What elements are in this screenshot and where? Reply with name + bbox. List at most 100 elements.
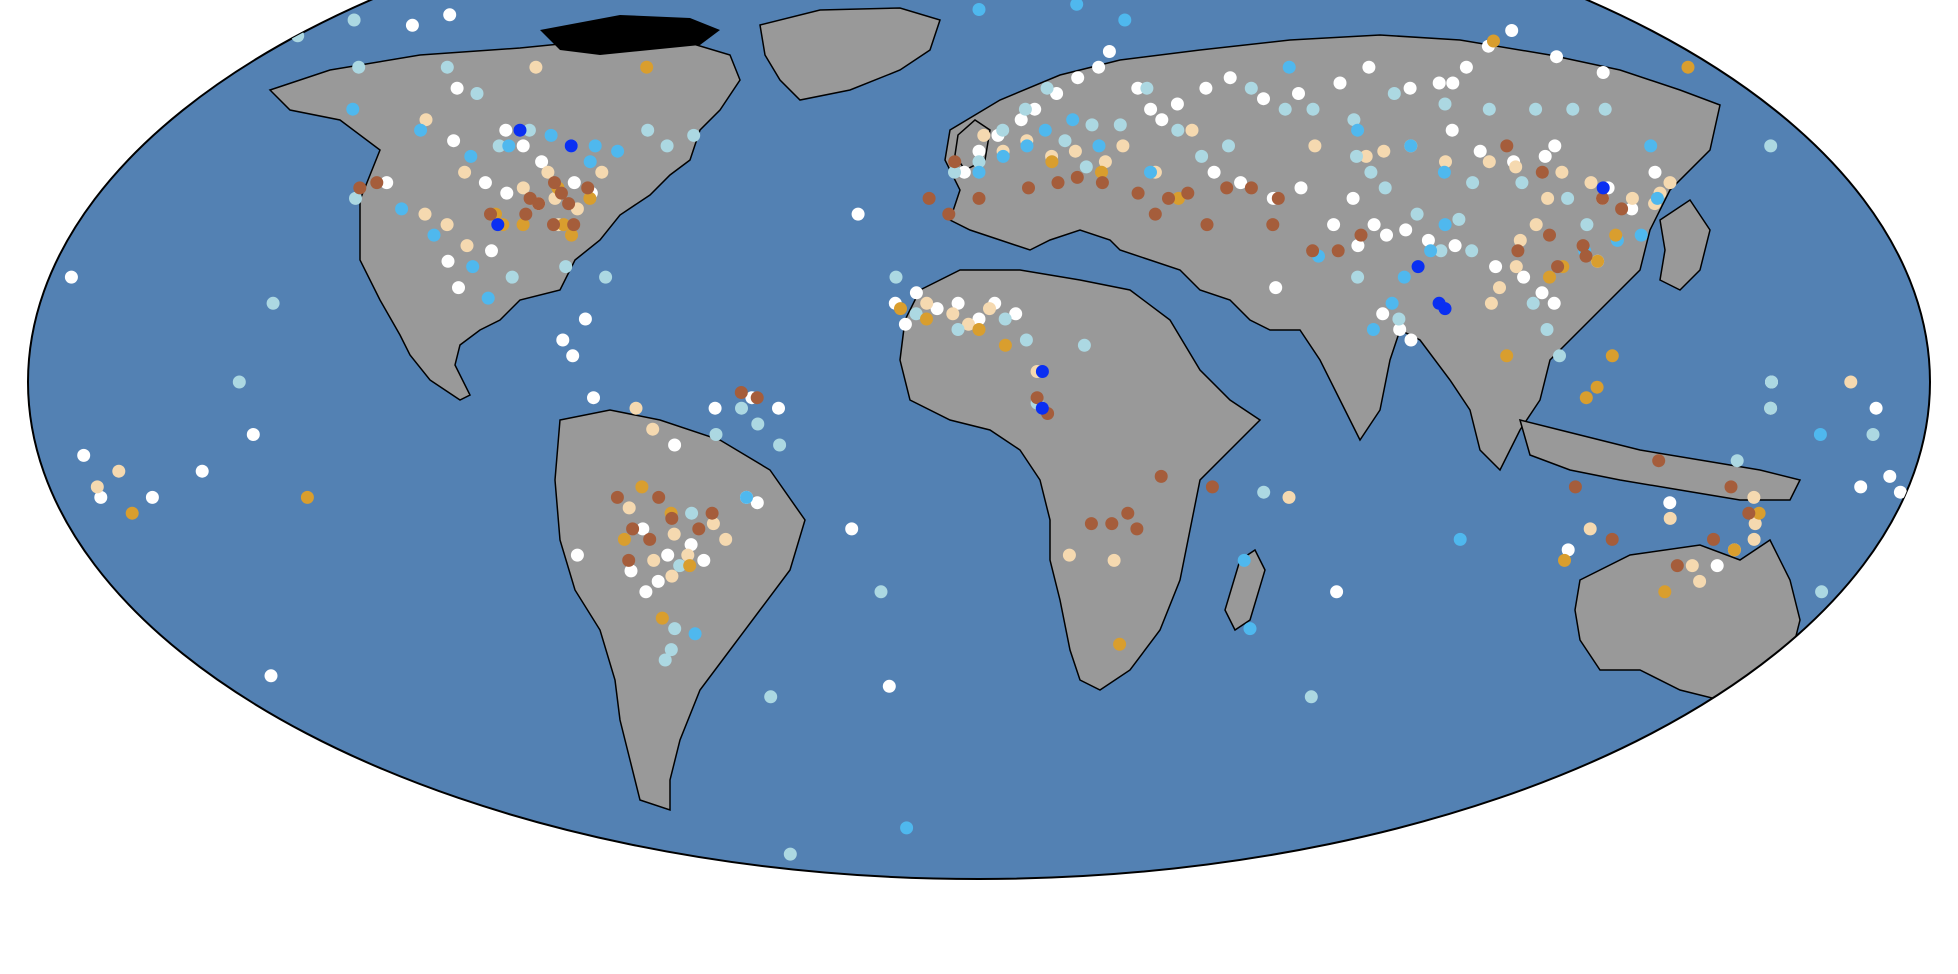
station-marker-light-blue — [522, 123, 536, 137]
station-marker-white — [447, 134, 461, 148]
station-marker-brown — [1131, 186, 1145, 200]
station-marker-white — [1223, 71, 1237, 85]
station-marker-white — [750, 496, 764, 510]
station-marker-brown — [1051, 176, 1065, 190]
station-marker-wheat — [1484, 296, 1498, 310]
station-marker-light-blue — [470, 87, 484, 100]
station-marker-white — [1294, 181, 1308, 195]
new-zealand-landmass — [1829, 689, 1876, 762]
station-marker-brown — [610, 490, 624, 504]
station-marker-wheat — [112, 464, 126, 478]
station-marker-white — [1207, 165, 1221, 179]
station-marker-brown — [1596, 191, 1609, 205]
station-marker-gold — [1752, 506, 1766, 520]
station-marker-sky — [502, 139, 516, 153]
station-marker-white — [957, 165, 971, 179]
station-marker-white — [1327, 218, 1341, 232]
station-marker-sky — [900, 821, 914, 835]
station-marker-white — [1550, 50, 1563, 64]
station-marker-white — [909, 286, 923, 300]
station-marker-white — [1459, 60, 1473, 74]
station-marker-gold — [1591, 254, 1605, 268]
station-marker-blue — [1035, 365, 1049, 378]
japan-landmass — [1659, 198, 1711, 291]
station-marker-wheat — [419, 113, 433, 127]
station-marker-sky — [1092, 139, 1106, 153]
station-marker-sky — [414, 123, 428, 137]
station-marker-wheat — [1584, 176, 1598, 190]
station-marker-gold — [617, 532, 631, 546]
station-marker-white — [636, 522, 650, 536]
station-marker-white — [1625, 202, 1639, 216]
station-marker-sky — [1424, 244, 1438, 258]
station-marker-light-blue — [996, 123, 1010, 137]
station-marker-white — [1446, 76, 1460, 90]
station-marker-white — [1489, 260, 1503, 274]
station-marker-sky — [1020, 139, 1034, 153]
station-marker-wheat — [1068, 144, 1082, 158]
station-marker-gold — [972, 323, 986, 336]
station-marker-light-blue — [1466, 176, 1480, 190]
station-marker-white — [567, 176, 581, 190]
station-marker-white — [478, 176, 492, 190]
station-marker-light-blue — [1195, 149, 1209, 163]
station-marker-light-blue — [1561, 191, 1575, 205]
station-marker-white — [246, 428, 260, 441]
station-marker-light-blue — [1244, 81, 1258, 95]
station-marker-white — [930, 302, 944, 316]
station-marker-light-blue — [1515, 176, 1529, 190]
station-marker-light-blue — [1434, 244, 1448, 258]
station-marker-light-blue — [349, 191, 362, 205]
station-marker-brown — [1568, 480, 1582, 494]
station-marker-light-blue — [1278, 102, 1292, 116]
station-marker-light-blue — [998, 312, 1012, 326]
station-marker-brown — [554, 186, 568, 200]
station-marker-white — [1376, 307, 1390, 321]
station-marker-brown — [1154, 469, 1168, 483]
station-marker-light-blue — [1058, 134, 1072, 148]
africa-landmass — [899, 269, 1262, 691]
station-marker-light-blue — [773, 438, 787, 452]
station-marker-wheat — [1747, 490, 1761, 504]
station-marker-wheat — [646, 422, 660, 436]
station-marker-blue — [513, 123, 527, 137]
station-marker-gold — [998, 338, 1012, 352]
station-marker-sky — [1385, 296, 1399, 310]
station-marker-light-blue — [948, 165, 961, 179]
station-marker-brown — [1244, 181, 1258, 195]
station-marker-light-blue — [440, 60, 454, 74]
station-marker-brown — [548, 176, 561, 190]
station-marker-white — [1199, 81, 1213, 95]
station-marker-white — [1071, 71, 1085, 85]
station-marker-white — [1547, 296, 1561, 310]
station-marker-white — [1257, 92, 1270, 106]
station-marker-wheat — [1185, 123, 1199, 137]
station-marker-brown — [1200, 218, 1214, 232]
station-marker-brown — [562, 197, 576, 211]
station-marker-white — [1869, 401, 1883, 415]
station-marker-brown — [972, 191, 986, 205]
station-marker-light-blue — [1306, 102, 1320, 116]
station-marker-brown — [692, 522, 706, 536]
station-marker-gold — [1095, 165, 1108, 179]
station-marker-white — [972, 144, 986, 158]
station-marker-brown — [1130, 522, 1144, 536]
station-marker-light-blue — [1730, 454, 1744, 468]
antarctica-landmass — [28, 869, 1930, 879]
station-marker-white — [1346, 191, 1360, 205]
station-marker-sky — [395, 202, 409, 216]
station-marker-brown — [1162, 191, 1175, 205]
station-marker-wheat — [1693, 574, 1707, 588]
station-marker-white — [1883, 469, 1897, 483]
station-marker-light-blue — [1222, 139, 1235, 153]
station-marker-light-blue — [291, 29, 305, 43]
station-marker-white — [441, 254, 455, 268]
station-marker-white — [1445, 123, 1459, 137]
station-marker-wheat — [1377, 144, 1391, 158]
station-marker-white — [1155, 113, 1169, 127]
station-marker-light-blue — [1526, 296, 1540, 310]
station-marker-gold — [894, 302, 907, 316]
station-marker-wheat — [90, 480, 104, 494]
station-marker-wheat — [1308, 139, 1322, 153]
station-marker-white — [1014, 113, 1028, 127]
